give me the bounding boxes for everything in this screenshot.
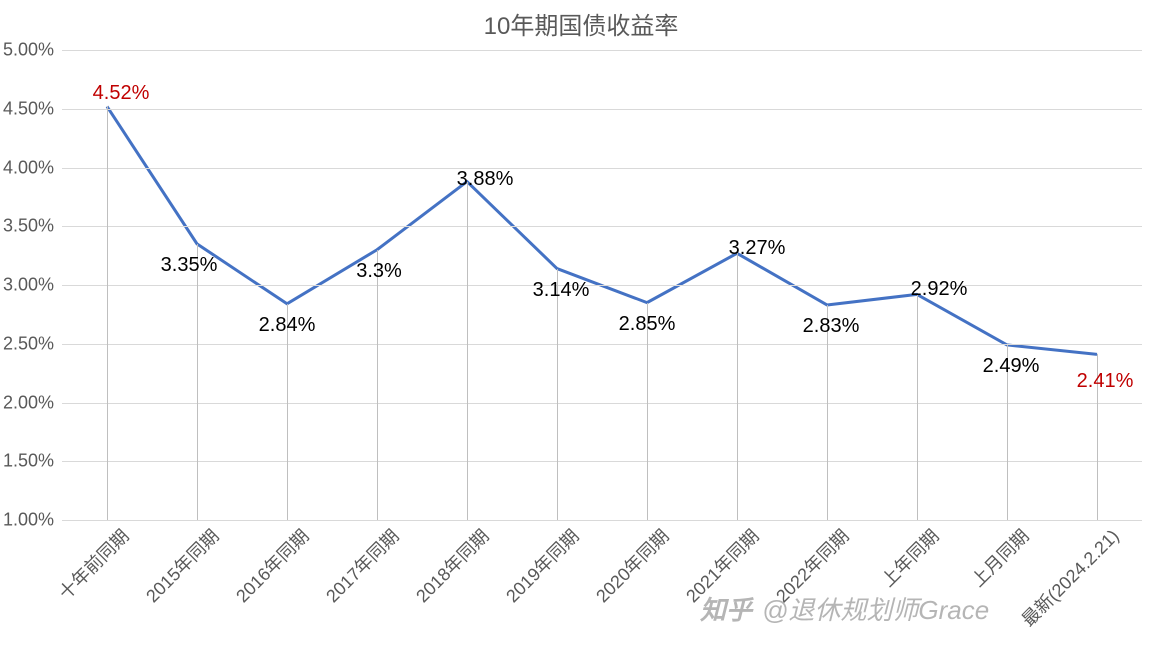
line-series [107,106,1097,354]
data-label: 3.88% [457,168,514,191]
drop-line [377,250,378,520]
drop-line [197,244,198,520]
data-label: 2.92% [911,278,968,301]
watermark: 知乎 @退休规划师Grace [700,590,989,627]
data-label: 3.35% [161,254,218,277]
x-tick-label: 2016年同期 [226,520,314,608]
y-tick-label: 3.00% [3,275,62,296]
gridline [62,50,1142,51]
drop-line [467,182,468,520]
gridline [62,168,1142,169]
x-tick-label: 2019年同期 [496,520,584,608]
chart-title: 10年期国债收益率 [0,6,1162,41]
x-tick-label: 2015年同期 [136,520,224,608]
y-tick-label: 5.00% [3,40,62,61]
drop-line [737,253,738,520]
data-label: 2.41% [1077,370,1134,393]
data-label: 2.83% [803,315,860,338]
y-tick-label: 1.00% [3,510,62,531]
data-label: 3.27% [729,237,786,260]
data-label: 3.3% [356,260,402,283]
x-tick-label: 上月同期 [962,520,1034,592]
y-tick-label: 4.50% [3,98,62,119]
gridline [62,109,1142,110]
x-tick-label: 2017年同期 [316,520,404,608]
gridline [62,344,1142,345]
data-label: 2.49% [983,355,1040,378]
drop-line [917,294,918,520]
data-label: 2.84% [259,314,316,337]
x-tick-label: 2018年同期 [406,520,494,608]
x-tick-label: 上年同期 [872,520,944,592]
gridline [62,285,1142,286]
gridline [62,226,1142,227]
x-tick-label: 2020年同期 [586,520,674,608]
watermark-text: @退休规划师Grace [762,595,989,625]
y-tick-label: 1.50% [3,451,62,472]
y-tick-label: 4.00% [3,157,62,178]
y-tick-label: 2.00% [3,392,62,413]
watermark-logo: 知乎 [700,595,752,625]
gridline [62,461,1142,462]
gridline [62,520,1142,521]
plot-area: 1.00%1.50%2.00%2.50%3.00%3.50%4.00%4.50%… [62,50,1142,520]
drop-line [557,269,558,520]
gridline [62,403,1142,404]
data-label: 2.85% [619,313,676,336]
y-tick-label: 2.50% [3,333,62,354]
chart-container: 10年期国债收益率 1.00%1.50%2.00%2.50%3.00%3.50%… [0,0,1162,653]
y-tick-label: 3.50% [3,216,62,237]
drop-line [107,106,108,520]
data-label: 4.52% [93,82,150,105]
x-tick-label: 十年前同期 [49,520,134,605]
data-label: 3.14% [533,279,590,302]
